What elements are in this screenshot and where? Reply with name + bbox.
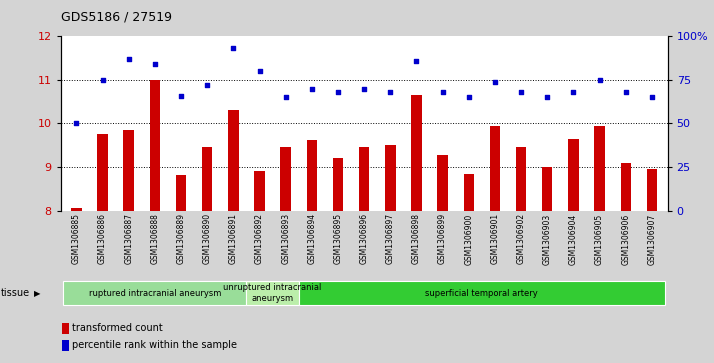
Text: GDS5186 / 27519: GDS5186 / 27519: [61, 11, 171, 24]
Point: [489, 79, 501, 85]
Point: [620, 89, 631, 95]
Text: ruptured intracranial aneurysm: ruptured intracranial aneurysm: [89, 289, 221, 298]
Bar: [306, 140, 317, 211]
Bar: [202, 147, 212, 211]
Point: [411, 58, 422, 64]
Bar: [124, 130, 134, 211]
Point: [306, 86, 318, 91]
Point: [541, 94, 553, 100]
Bar: [246, 281, 298, 305]
Point: [176, 93, 187, 98]
Bar: [97, 134, 108, 211]
Bar: [333, 158, 343, 211]
Point: [123, 56, 134, 62]
Text: ▶: ▶: [34, 289, 41, 298]
Bar: [298, 281, 665, 305]
Point: [594, 77, 605, 83]
Bar: [62, 340, 69, 351]
Point: [437, 89, 448, 95]
Point: [253, 68, 265, 74]
Bar: [463, 174, 474, 211]
Bar: [71, 208, 81, 211]
Text: percentile rank within the sample: percentile rank within the sample: [72, 340, 237, 350]
Point: [646, 94, 658, 100]
Bar: [254, 171, 265, 211]
Point: [568, 89, 579, 95]
Bar: [647, 169, 657, 211]
Bar: [385, 145, 396, 211]
Point: [516, 89, 527, 95]
Text: tissue: tissue: [1, 288, 30, 298]
Bar: [620, 163, 631, 211]
Point: [358, 86, 370, 91]
Text: superficial temporal artery: superficial temporal artery: [426, 289, 538, 298]
Point: [97, 77, 109, 83]
Bar: [438, 155, 448, 211]
Point: [71, 121, 82, 126]
Point: [228, 46, 239, 52]
Bar: [516, 147, 526, 211]
Bar: [594, 126, 605, 211]
Bar: [64, 281, 246, 305]
Bar: [542, 167, 553, 211]
Bar: [228, 110, 238, 211]
Bar: [490, 126, 501, 211]
Point: [385, 89, 396, 95]
Bar: [150, 80, 160, 211]
Text: transformed count: transformed count: [72, 323, 163, 333]
Point: [149, 61, 161, 67]
Bar: [359, 147, 369, 211]
Bar: [411, 95, 422, 211]
Bar: [62, 323, 69, 334]
Point: [332, 89, 343, 95]
Bar: [176, 175, 186, 211]
Bar: [281, 147, 291, 211]
Point: [201, 82, 213, 88]
Text: unruptured intracranial
aneurysm: unruptured intracranial aneurysm: [223, 284, 322, 303]
Point: [463, 94, 475, 100]
Point: [280, 94, 291, 100]
Bar: [568, 139, 578, 211]
